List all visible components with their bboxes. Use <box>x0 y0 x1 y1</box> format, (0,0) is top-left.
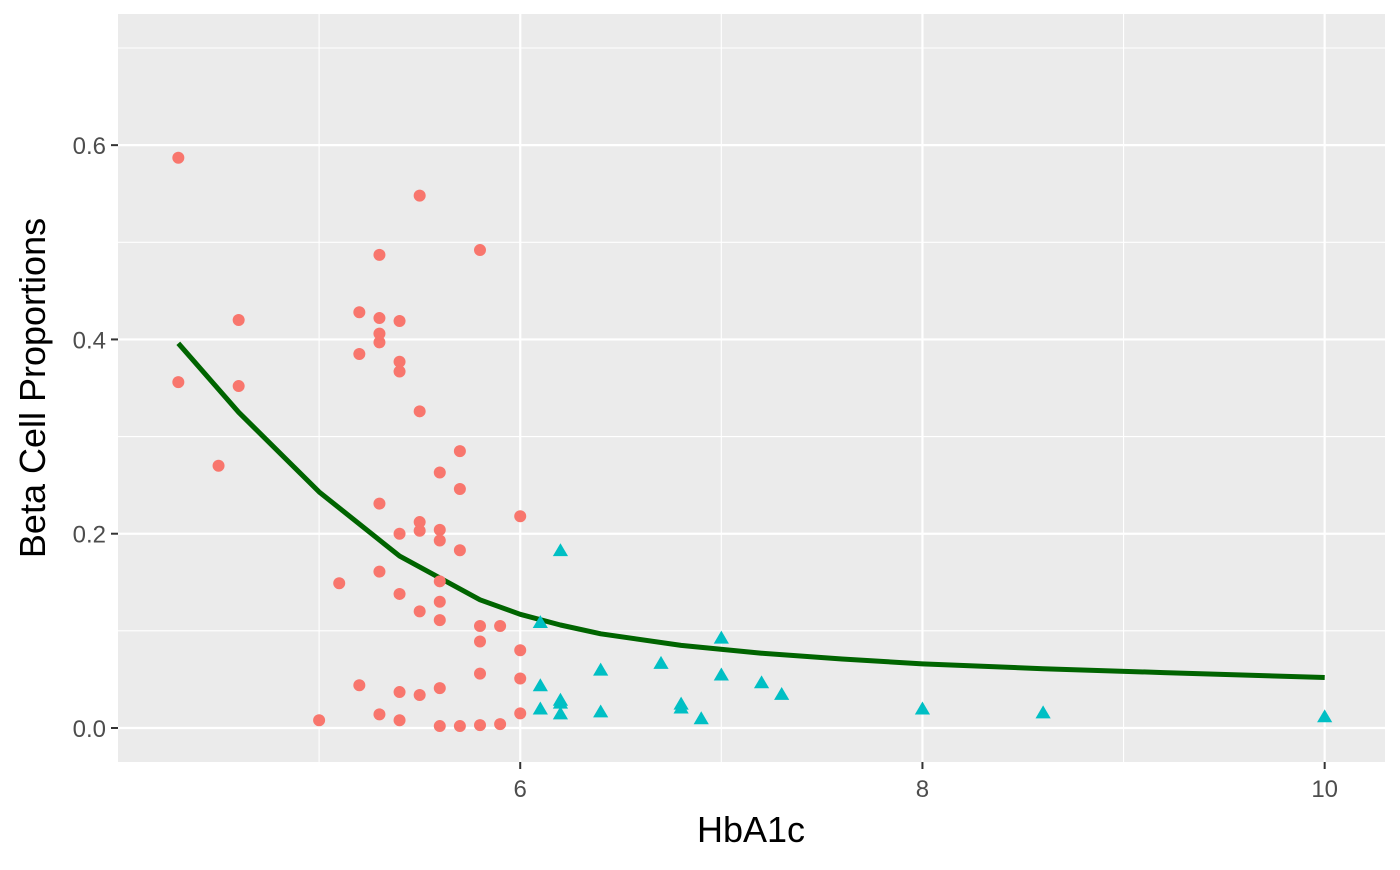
data-point-circle <box>333 577 346 590</box>
data-point-circle <box>453 445 466 458</box>
data-point-circle <box>453 720 466 733</box>
data-point-circle <box>393 587 406 600</box>
data-point-circle <box>373 336 386 349</box>
fit-line-layer <box>176 341 1325 680</box>
y-tick-label: 0.6 <box>73 133 106 160</box>
data-point-triangle <box>552 706 569 720</box>
data-point-triangle <box>532 678 548 692</box>
data-point-circle <box>373 327 386 340</box>
data-point-circle <box>474 635 486 648</box>
y-tick-label: 0.0 <box>73 716 106 743</box>
y-tick-label: 0.2 <box>73 522 106 549</box>
data-point-triangle <box>774 686 790 700</box>
data-point-circle <box>514 672 527 685</box>
data-point-triangle <box>552 695 569 709</box>
data-point-circle <box>313 714 326 727</box>
data-point-triangle <box>673 700 689 714</box>
data-point-circle <box>433 523 446 536</box>
x-axis: 6 8 10 <box>514 762 1338 803</box>
data-point-triangle <box>552 543 569 557</box>
plot-panel <box>118 14 1385 762</box>
major-gridlines <box>118 14 1385 762</box>
data-point-circle <box>433 614 446 627</box>
data-point-circle <box>433 534 446 547</box>
data-point-triangle <box>1317 709 1333 723</box>
data-point-triangle <box>653 655 669 669</box>
data-point-circle <box>393 686 406 699</box>
x-tick-label: 8 <box>916 776 929 803</box>
data-point-circle <box>393 527 406 540</box>
y-tick-label: 0.4 <box>73 327 106 354</box>
data-point-circle <box>413 688 426 701</box>
data-point-circle <box>373 248 386 261</box>
data-point-triangle <box>532 615 548 629</box>
data-point-circle <box>433 466 446 479</box>
data-point-circle <box>373 312 386 325</box>
data-point-circle <box>453 483 466 496</box>
data-point-triangle <box>593 662 609 676</box>
data-point-circle <box>413 405 426 418</box>
data-point-circle <box>172 376 185 389</box>
data-point-triangle <box>713 667 729 681</box>
data-point-circle <box>232 380 245 393</box>
data-point-circle <box>433 682 446 695</box>
data-point-circle <box>393 314 406 327</box>
x-tick-label: 10 <box>1311 776 1338 803</box>
data-point-circle <box>393 714 406 727</box>
x-axis-title: HbA1c <box>697 809 805 850</box>
data-point-triangle <box>753 675 770 689</box>
data-point-circle <box>474 719 486 732</box>
x-tick-label: 6 <box>514 776 527 803</box>
data-point-circle <box>172 151 185 164</box>
data-point-triangle <box>693 711 709 725</box>
data-point-circle <box>453 544 466 557</box>
data-point-circle <box>514 510 527 523</box>
data-point-circle <box>433 575 446 588</box>
data-point-circle <box>413 605 426 618</box>
y-axis: 0.0 0.2 0.4 0.6 <box>73 133 118 743</box>
data-point-circle <box>353 679 366 692</box>
data-point-triangle <box>1035 705 1051 719</box>
y-axis-title: Beta Cell Proportions <box>12 218 53 558</box>
data-point-circle <box>494 718 507 731</box>
data-point-circle <box>433 720 446 733</box>
data-point-circle <box>353 348 366 360</box>
data-point-triangle <box>593 704 609 718</box>
data-point-circle <box>373 497 386 510</box>
data-point-triangle <box>914 701 931 715</box>
data-point-circle <box>474 667 486 680</box>
data-point-circle <box>232 314 245 326</box>
data-point-triangle <box>713 630 729 644</box>
data-point-circle <box>514 707 527 720</box>
data-point-circle <box>212 459 225 472</box>
data-point-circle <box>413 516 426 529</box>
points-layer <box>172 151 1333 733</box>
data-point-circle <box>433 595 446 608</box>
data-point-circle <box>494 620 507 632</box>
fit-line <box>176 341 1325 680</box>
data-point-circle <box>393 365 406 378</box>
data-point-circle <box>474 620 486 632</box>
data-point-circle <box>413 524 426 537</box>
data-point-circle <box>393 355 406 368</box>
data-point-circle <box>373 565 386 578</box>
data-point-triangle <box>532 701 548 715</box>
data-point-circle <box>514 644 527 657</box>
data-point-circle <box>373 708 386 721</box>
minor-gridlines <box>118 14 1385 762</box>
data-point-circle <box>413 189 426 202</box>
data-point-circle <box>474 244 486 257</box>
data-point-circle <box>353 306 366 319</box>
